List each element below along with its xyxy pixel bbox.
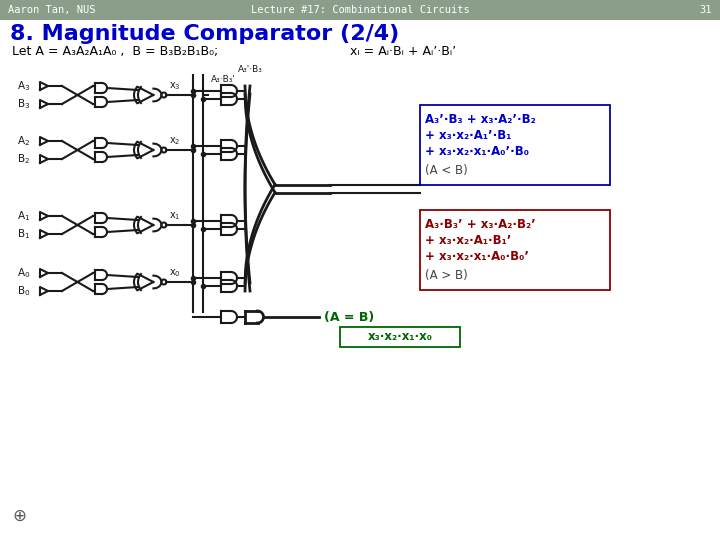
Text: A$_{3}$: A$_{3}$ [17,79,30,93]
Text: A$_{2}$: A$_{2}$ [17,134,30,148]
Text: (A > B): (A > B) [425,269,468,282]
Text: B$_{3}$: B$_{3}$ [17,97,30,111]
Bar [420,210,610,290]
Text: + x₃·x₂·x₁·A₀’·B₀: + x₃·x₂·x₁·A₀’·B₀ [425,145,529,158]
Text: (A = B): (A = B) [323,310,374,323]
Text: Aaron Tan, NUS: Aaron Tan, NUS [8,5,96,15]
Text: B$_{2}$: B$_{2}$ [17,152,30,166]
Text: x$_{0}$: x$_{0}$ [169,267,181,279]
Text: x₃·x₂·x₁·x₀: x₃·x₂·x₁·x₀ [367,330,433,343]
Bar [340,327,460,347]
Text: Lecture #17: Combinational Circuits: Lecture #17: Combinational Circuits [251,5,469,15]
Text: xᵢ = Aᵢ·Bᵢ + Aᵢ’·Bᵢ’: xᵢ = Aᵢ·Bᵢ + Aᵢ’·Bᵢ’ [350,45,456,58]
Text: A$_{0}$: A$_{0}$ [17,266,30,280]
Text: 31: 31 [700,5,712,15]
Text: 8. Magnitude Comparator (2/4): 8. Magnitude Comparator (2/4) [10,24,400,44]
Text: A$_{1}$: A$_{1}$ [17,209,30,223]
Text: B$_{1}$: B$_{1}$ [17,227,30,241]
Text: A₃·B₃’ + x₃·A₂·B₂’: A₃·B₃’ + x₃·A₂·B₂’ [425,218,536,231]
Text: x$_{2}$: x$_{2}$ [169,135,181,147]
Bar [0,0,720,20]
Text: x$_{3}$: x$_{3}$ [169,80,181,92]
Text: B$_{0}$: B$_{0}$ [17,284,30,298]
Text: x$_{1}$: x$_{1}$ [169,210,181,222]
Text: ⊕: ⊕ [12,507,26,525]
Text: A₃·B₃': A₃·B₃' [211,75,236,84]
Text: Let A = A₃A₂A₁A₀ ,  B = B₃B₂B₁B₀;: Let A = A₃A₂A₁A₀ , B = B₃B₂B₁B₀; [12,45,218,58]
Text: A₃'·B₃: A₃'·B₃ [238,64,263,73]
Text: + x₃·x₂·A₁’·B₁: + x₃·x₂·A₁’·B₁ [425,129,511,142]
Text: + x₃·x₂·x₁·A₀·B₀’: + x₃·x₂·x₁·A₀·B₀’ [425,250,529,263]
Text: (A < B): (A < B) [425,164,468,177]
Text: + x₃·x₂·A₁·B₁’: + x₃·x₂·A₁·B₁’ [425,234,511,247]
Text: A₃’·B₃ + x₃·A₂’·B₂: A₃’·B₃ + x₃·A₂’·B₂ [425,113,536,126]
Bar [420,105,610,185]
